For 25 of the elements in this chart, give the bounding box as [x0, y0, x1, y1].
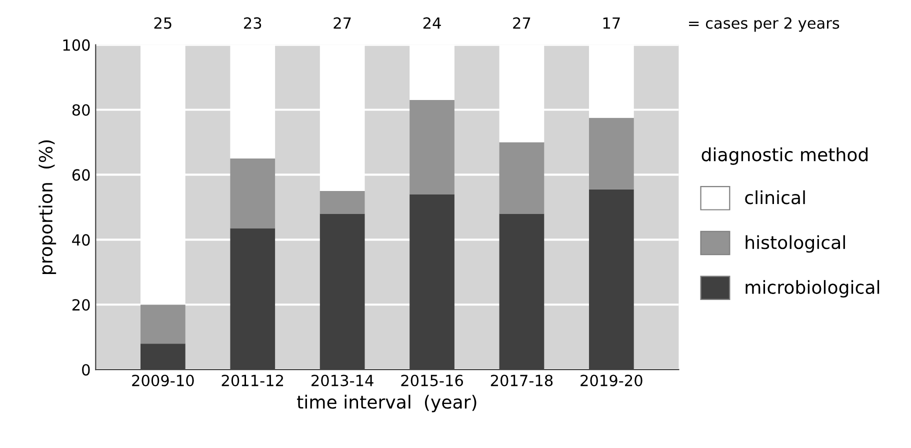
x-tick-label: 2009-10 [132, 374, 194, 386]
y-tick-label: 0 [82, 364, 90, 376]
text: 23 [244, 17, 262, 29]
y-tick-label: 20 [72, 299, 90, 311]
y-tick-label: 80 [72, 104, 90, 116]
x-tick-label: 2011-12 [222, 374, 284, 386]
y-tick-label: 40 [72, 234, 90, 246]
text: 25 [154, 17, 172, 29]
x-axis-title: time interval (year) [297, 394, 476, 412]
legend-label: clinical [745, 190, 805, 204]
text: 27 [513, 17, 530, 29]
x-tick-label: 2017-18 [490, 374, 553, 386]
x-tick-label: 2019-20 [580, 374, 642, 386]
y-tick-label: 100 [63, 39, 90, 51]
text: 27 [334, 17, 351, 29]
x-tick-label: 2015-16 [401, 374, 463, 386]
text: 17 [603, 17, 620, 29]
legend-label: histological [746, 235, 845, 253]
legend-label: microbiological [746, 280, 880, 298]
text: = cases per 2 years [689, 17, 840, 32]
y-tick-label: 60 [72, 169, 90, 181]
x-tick-label: 2013-14 [312, 374, 374, 386]
legend-title: diagnostic method [702, 147, 868, 165]
text: 24 [423, 17, 441, 29]
y-axis-title: proportion (%) [38, 140, 56, 274]
